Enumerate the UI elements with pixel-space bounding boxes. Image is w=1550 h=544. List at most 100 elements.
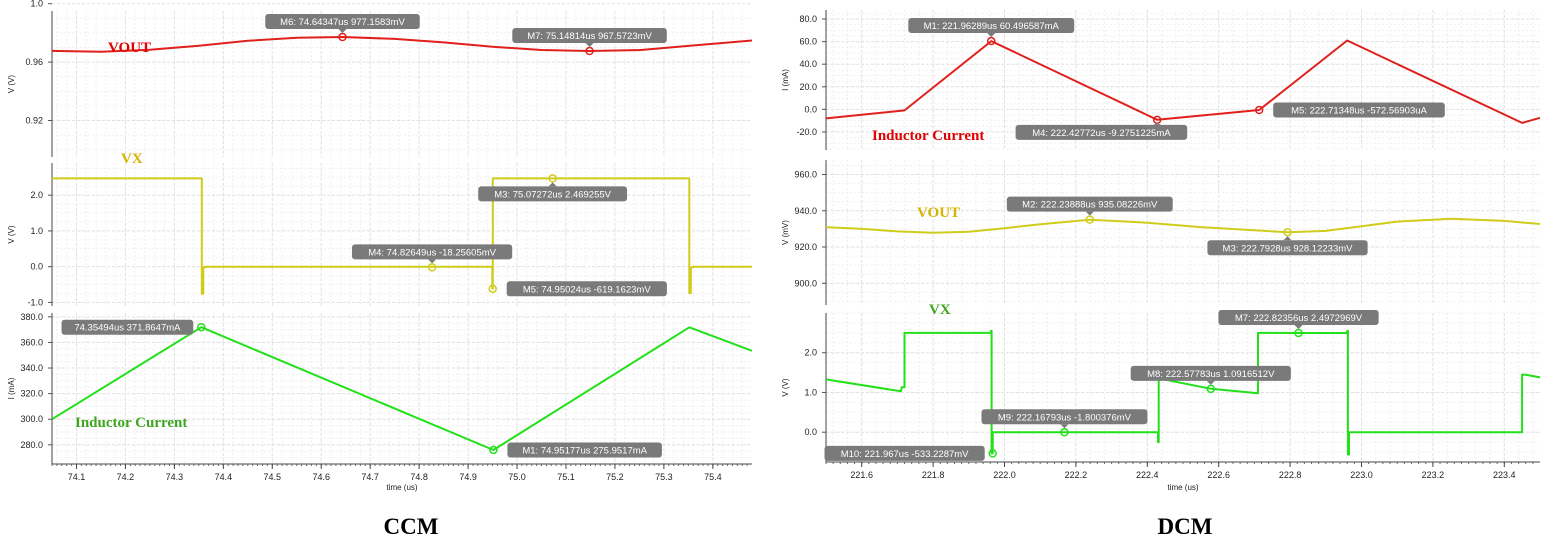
- x-tick-label: 222.8: [1279, 470, 1302, 480]
- y-tick-label: 900.0: [794, 278, 817, 288]
- marker[interactable]: M9: 222.16793us -1.800376mV: [981, 409, 1148, 437]
- marker-box: [1130, 365, 1291, 381]
- y-tick-label: 80.0: [799, 14, 817, 24]
- marker-point[interactable]: [488, 284, 497, 294]
- y-tick-label: 0.0: [804, 427, 817, 437]
- marker[interactable]: M10: 221.967us -533.2287mV: [824, 445, 997, 461]
- marker-label: M9: 222.16793us -1.800376mV: [998, 412, 1132, 423]
- marker-label: M7: 75.14814us 967.5723mV: [527, 31, 652, 42]
- marker-label: M10: 221.967us -533.2287mV: [841, 449, 969, 460]
- marker-label: M5: 74.95024us -619.1623mV: [523, 284, 651, 295]
- signal-label: Inductor Current: [75, 415, 187, 431]
- marker-box: [981, 409, 1148, 425]
- x-tick-label: 74.3: [166, 472, 184, 482]
- x-tick-label: 75.1: [557, 472, 575, 482]
- signal-label: Inductor Current: [872, 128, 984, 144]
- y-axis-label: V (V): [7, 225, 16, 244]
- marker-pointer: [548, 182, 557, 187]
- x-tick-label: 75.2: [606, 472, 624, 482]
- marker-point[interactable]: [1283, 228, 1292, 237]
- marker-point[interactable]: [585, 46, 594, 56]
- marker[interactable]: M5: 74.95024us -619.1623mV: [488, 281, 667, 297]
- marker[interactable]: M1: 221.96289us 60.496587mA: [908, 18, 1075, 46]
- marker[interactable]: M1: 74.95177us 275.9517mA: [489, 442, 662, 458]
- marker[interactable]: M2: 222.23888us 935.08226mV: [1006, 196, 1173, 224]
- marker-box: [908, 18, 1075, 34]
- marker-pointer: [585, 43, 594, 48]
- y-tick-label: 0.92: [25, 116, 43, 126]
- x-tick-label: 74.6: [312, 472, 330, 482]
- marker-box: [512, 28, 667, 44]
- y-tick-label: 380.0: [20, 312, 43, 322]
- chart-dcm: -20.0 0.0 20.0 40.0 60.0 80.0 I (mA) Inductor C…: [781, 10, 1541, 492]
- marker-box: [1273, 102, 1445, 118]
- marker-point[interactable]: [1085, 215, 1095, 224]
- x-axis: 74.1 74.2 74.3 74.4 74.5 74.6 74.7 74.8 74.9 75.0…: [51, 463, 752, 492]
- dcm-caption: DCM: [1157, 514, 1213, 539]
- panel-2-vx: 0.0 1.0 2.0 V (V) VX M7: 222.82356us 2.497296…: [781, 302, 1541, 463]
- y-axis-label: I (mA): [7, 377, 16, 399]
- marker-pointer: [1294, 324, 1303, 329]
- series-line: [52, 177, 752, 295]
- marker[interactable]: M7: 222.82356us 2.4972969V: [1218, 309, 1379, 338]
- marker-box: [478, 186, 628, 202]
- marker-point[interactable]: [489, 445, 498, 455]
- marker-point[interactable]: [1294, 328, 1303, 338]
- marker[interactable]: M7: 75.14814us 967.5723mV: [512, 28, 667, 56]
- signal-label: VX: [929, 302, 951, 318]
- marker-point[interactable]: [427, 263, 437, 272]
- y-tick-label: 920.0: [794, 242, 817, 252]
- marker[interactable]: M4: 74.82649us -18.25605mV: [352, 244, 513, 272]
- marker-label: M3: 75.07272us 2.469255V: [494, 189, 611, 200]
- x-tick-label: 222.0: [993, 470, 1016, 480]
- chart-ccm: 0.92 0.96 1.0 V (V) VOUT M6: 74.64347us 977.1…: [7, 0, 753, 492]
- marker-label: M5: 222.71348us -572.56903uA: [1291, 106, 1427, 117]
- x-tick-label: 221.6: [850, 470, 873, 480]
- x-tick-label: 75.4: [704, 472, 722, 482]
- marker-pointer: [338, 29, 347, 34]
- y-axis-label: I (mA): [781, 69, 790, 91]
- marker-point[interactable]: [987, 36, 996, 46]
- marker[interactable]: M3: 75.07272us 2.469255V: [478, 174, 628, 202]
- y-tick-label: -1.0: [27, 297, 43, 307]
- marker[interactable]: M6: 74.64347us 977.1583mV: [265, 14, 420, 42]
- series-line: [51, 326, 753, 451]
- marker-point[interactable]: [197, 322, 206, 332]
- marker-pointer: [428, 259, 437, 264]
- x-tick-label: 74.5: [264, 472, 282, 482]
- marker-box: [506, 281, 667, 297]
- signal-label: VOUT: [108, 40, 151, 56]
- marker-point[interactable]: [548, 174, 557, 183]
- marker-point[interactable]: [1206, 384, 1216, 394]
- x-tick-label: 74.4: [215, 472, 233, 482]
- x-tick-label: 223.4: [1493, 470, 1516, 480]
- panel-1-vx: -1.0 0.0 1.0 2.0 V (V) VX M4: 74.82649us -18.2…: [7, 151, 752, 307]
- panel-1-vout: 900.0 920.0 940.0 960.0 V (mV) VOUT M2: 222.23…: [781, 160, 1541, 305]
- marker-point[interactable]: [988, 449, 997, 458]
- x-axis-label: time (us): [386, 483, 417, 492]
- marker-point[interactable]: [338, 32, 347, 42]
- y-tick-label: 2.0: [30, 190, 43, 200]
- x-tick-label: 222.4: [1136, 470, 1159, 480]
- marker[interactable]: M3: 222.7928us 928.12233mV: [1207, 228, 1368, 256]
- y-tick-label: 60.0: [799, 37, 817, 47]
- marker[interactable]: M4: 222.42772us -9.2751225mA: [1015, 115, 1188, 140]
- ccm-caption: CCM: [383, 514, 439, 539]
- marker-point[interactable]: [1254, 105, 1264, 115]
- y-tick-label: 1.0: [804, 387, 817, 397]
- marker[interactable]: 74.35494us 371.8647mA: [61, 319, 206, 335]
- x-tick-label: 74.9: [459, 472, 477, 482]
- marker-label: M3: 222.7928us 928.12233mV: [1223, 243, 1354, 254]
- x-axis-label: time (us): [1167, 483, 1198, 492]
- y-tick-label: 320.0: [20, 389, 43, 399]
- x-tick-label: 74.7: [361, 472, 379, 482]
- marker[interactable]: M5: 222.71348us -572.56903uA: [1254, 102, 1445, 118]
- marker[interactable]: M8: 222.57783us 1.0916512V: [1130, 365, 1291, 394]
- marker-label: M4: 74.82649us -18.25605mV: [368, 247, 496, 258]
- x-tick-label: 222.2: [1065, 470, 1088, 480]
- marker-point[interactable]: [1060, 428, 1069, 437]
- marker-label: 74.35494us 371.8647mA: [74, 323, 181, 334]
- y-axis-label: V (V): [7, 75, 16, 94]
- y-tick-label: 40.0: [799, 59, 817, 69]
